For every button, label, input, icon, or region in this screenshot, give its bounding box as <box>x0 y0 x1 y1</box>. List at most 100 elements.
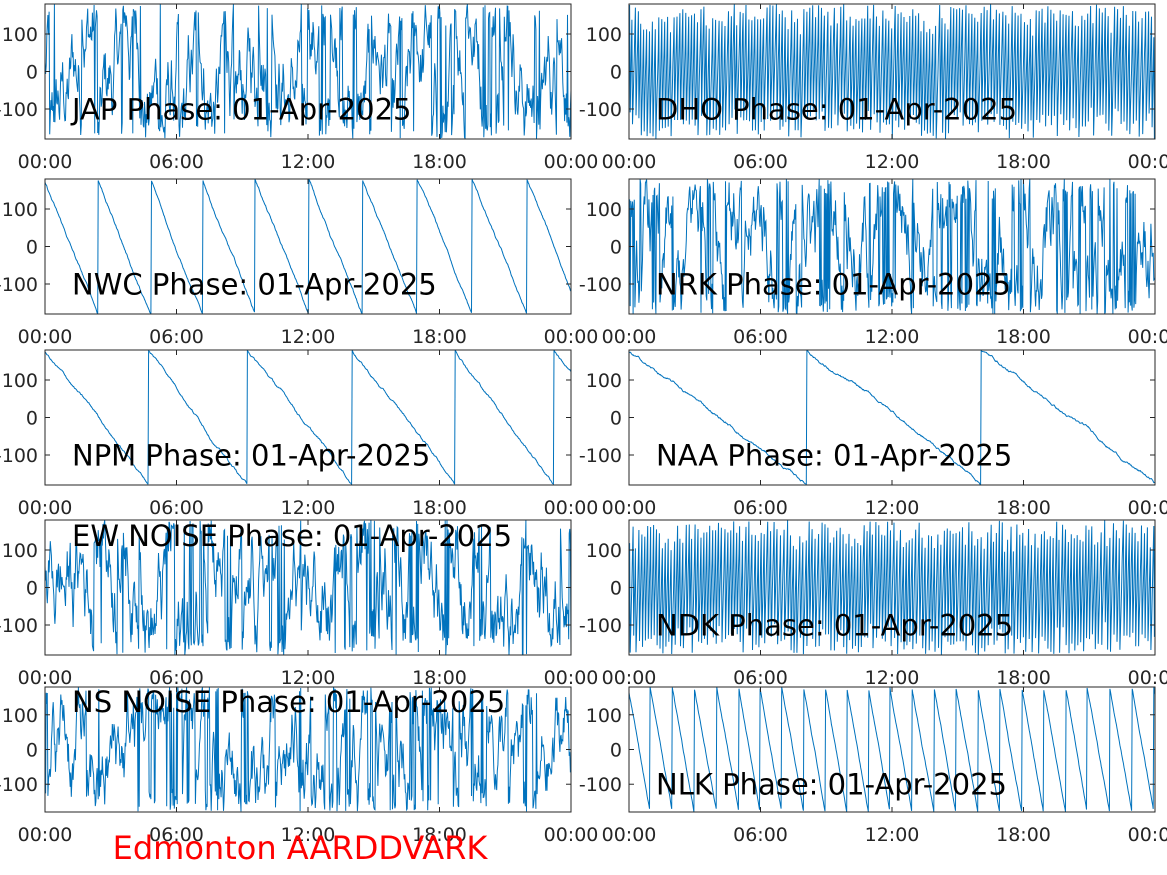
x-tick-label: 00:00 <box>18 824 73 846</box>
x-tick-label: 18:00 <box>412 824 467 846</box>
y-tick-label: 0 <box>26 62 38 84</box>
x-tick-label: 18:00 <box>412 151 467 173</box>
x-tick-label: 00:00 <box>544 497 599 519</box>
x-tick-label: 12:00 <box>281 497 336 519</box>
y-tick-label: -100 <box>579 99 622 121</box>
x-tick-label: 18:00 <box>996 824 1051 846</box>
x-tick-label: 18:00 <box>996 326 1051 348</box>
x-tick-label: 00:00 <box>602 824 657 846</box>
phase-trace-line <box>45 350 571 485</box>
phase-trace-line <box>45 687 571 812</box>
x-tick-label: 00:00 <box>1128 326 1167 348</box>
y-tick-label: 100 <box>2 705 38 727</box>
x-tick-label: 00:00 <box>1128 667 1167 689</box>
x-tick-label: 18:00 <box>996 667 1051 689</box>
y-tick-label: 100 <box>2 370 38 392</box>
panel-title: DHO Phase: 01-Apr-2025 <box>656 92 1017 126</box>
phase-panel-7: 100 0 -100 00:00 06:00 12:00 18:00 00:00 EW NOIS… <box>0 519 598 689</box>
y-tick-label: 100 <box>586 540 622 562</box>
x-tick-label: 12:00 <box>281 824 336 846</box>
panel-title: JAP Phase: 01-Apr-2025 <box>70 92 411 126</box>
x-tick-label: 12:00 <box>865 667 920 689</box>
x-tick-label: 06:00 <box>149 497 204 519</box>
x-tick-label: 00:00 <box>18 326 73 348</box>
panel-title: EW NOISE Phase: 01-Apr-2025 <box>72 519 512 553</box>
x-tick-label: 18:00 <box>412 667 467 689</box>
y-tick-label: -100 <box>0 99 38 121</box>
y-tick-label: 100 <box>586 705 622 727</box>
y-tick-label: -100 <box>579 274 622 296</box>
phase-trace-line <box>629 4 1155 139</box>
y-tick-label: 0 <box>610 237 622 259</box>
y-tick-label: -100 <box>0 445 38 467</box>
x-tick-label: 06:00 <box>149 667 204 689</box>
phase-panel-5: 100 0 -100 00:00 06:00 12:00 18:00 00:00 NPM Pha… <box>0 349 599 519</box>
phase-panel-1: 100 0 -100 00:00 06:00 12:00 18:00 00:00 JAP Pha… <box>0 3 599 173</box>
x-tick-label: 00:00 <box>1128 151 1167 173</box>
y-tick-label: 0 <box>26 740 38 762</box>
y-tick-label: 0 <box>26 408 38 430</box>
phase-panel-10: 100 0 -100 00:00 06:00 12:00 18:00 00:00 NLK Pha… <box>579 686 1167 846</box>
phase-panel-4: 100 0 -100 00:00 06:00 12:00 18:00 00:00 NRK Pha… <box>579 178 1167 348</box>
x-tick-label: 00:00 <box>18 151 73 173</box>
y-tick-label: -100 <box>579 445 622 467</box>
y-tick-label: 100 <box>2 199 38 221</box>
phase-panel-8: 100 0 -100 00:00 06:00 12:00 18:00 00:00 NDK Pha… <box>579 519 1167 689</box>
y-tick-label: -100 <box>0 274 38 296</box>
x-tick-label: 06:00 <box>149 151 204 173</box>
panel-title: NRK Phase: 01-Apr-2025 <box>656 267 1011 301</box>
x-tick-label: 00:00 <box>18 667 73 689</box>
x-tick-label: 18:00 <box>412 326 467 348</box>
x-tick-label: 06:00 <box>149 824 204 846</box>
phase-trace-line <box>629 350 1155 485</box>
y-tick-label: 0 <box>26 237 38 259</box>
x-tick-label: 06:00 <box>733 497 788 519</box>
x-tick-label: 00:00 <box>602 497 657 519</box>
y-tick-label: 100 <box>2 540 38 562</box>
x-tick-label: 06:00 <box>733 326 788 348</box>
x-tick-label: 12:00 <box>281 151 336 173</box>
panel-title: NAA Phase: 01-Apr-2025 <box>656 438 1012 472</box>
x-tick-label: 00:00 <box>544 667 599 689</box>
station-footer-label: Edmonton AARDDVARK <box>113 829 489 867</box>
y-tick-label: 100 <box>586 370 622 392</box>
x-tick-label: 12:00 <box>865 151 920 173</box>
y-tick-label: -100 <box>0 774 38 796</box>
x-tick-label: 06:00 <box>733 667 788 689</box>
y-tick-label: 0 <box>610 578 622 600</box>
x-tick-label: 06:00 <box>733 151 788 173</box>
phase-panel-6: 100 0 -100 00:00 06:00 12:00 18:00 00:00 NAA Pha… <box>579 349 1167 519</box>
phase-trace-line <box>629 179 1155 314</box>
y-tick-label: -100 <box>579 615 622 637</box>
phase-trace-line <box>629 687 1155 812</box>
x-tick-label: 18:00 <box>996 151 1051 173</box>
x-tick-label: 00:00 <box>544 326 599 348</box>
y-tick-label: 0 <box>610 740 622 762</box>
x-tick-label: 12:00 <box>865 497 920 519</box>
x-tick-label: 00:00 <box>1128 824 1167 846</box>
y-tick-label: -100 <box>0 615 38 637</box>
x-tick-label: 12:00 <box>865 326 920 348</box>
y-tick-label: 0 <box>26 578 38 600</box>
x-tick-label: 06:00 <box>733 824 788 846</box>
x-tick-label: 00:00 <box>18 497 73 519</box>
y-tick-label: 100 <box>586 24 622 46</box>
y-tick-label: 100 <box>586 199 622 221</box>
y-tick-label: 0 <box>610 408 622 430</box>
x-tick-label: 12:00 <box>281 667 336 689</box>
x-tick-label: 18:00 <box>996 497 1051 519</box>
x-tick-label: 00:00 <box>602 326 657 348</box>
panel-title: NDK Phase: 01-Apr-2025 <box>656 608 1013 642</box>
phase-trace-line <box>629 520 1155 655</box>
x-tick-label: 00:00 <box>544 824 599 846</box>
x-tick-label: 00:00 <box>1128 497 1167 519</box>
x-tick-label: 12:00 <box>281 326 336 348</box>
x-tick-label: 12:00 <box>865 824 920 846</box>
x-tick-label: 18:00 <box>412 497 467 519</box>
x-tick-label: 00:00 <box>544 151 599 173</box>
y-tick-label: 100 <box>2 24 38 46</box>
phase-panel-9: 100 0 -100 00:00 06:00 12:00 18:00 00:00 NS NOIS… <box>0 685 598 846</box>
x-tick-label: 06:00 <box>149 326 204 348</box>
y-tick-label: -100 <box>579 774 622 796</box>
